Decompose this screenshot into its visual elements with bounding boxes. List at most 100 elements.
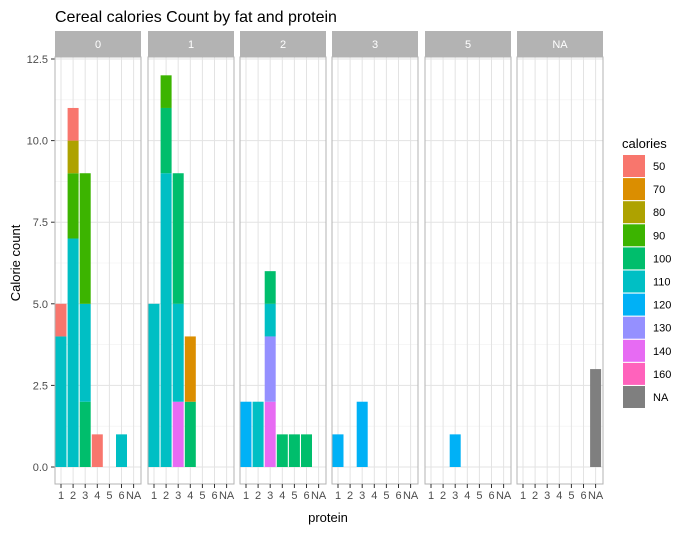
panel-border [54, 56, 142, 485]
bar-segment [264, 271, 276, 304]
legend-swatch-70 [623, 178, 645, 201]
facet-strip [425, 31, 511, 57]
x-tick-label: 3 [359, 490, 365, 502]
x-tick-label: 5 [199, 490, 205, 502]
legend-label: NA [653, 392, 669, 404]
facet-panel-na: NA1 2 3 4 5 6 NA [516, 31, 604, 502]
facet-strip [55, 31, 141, 57]
legend-swatch-140 [623, 339, 645, 362]
panel-border [516, 56, 604, 485]
x-tick-label: 2 [163, 490, 169, 502]
x-tick-label: 4 [279, 490, 285, 502]
x-tick-label: NA [219, 490, 235, 502]
bar-segment [160, 75, 172, 108]
x-tick-label: 5 [568, 490, 574, 502]
legend: calories 50 70 80 90 100 110 120 130 140 160 NA [622, 136, 671, 408]
x-tick-label: 5 [106, 490, 112, 502]
facet-strip [517, 31, 603, 57]
x-tick-label: 4 [371, 490, 377, 502]
y-tick-label: 0.0 [33, 462, 48, 474]
panel-border [239, 56, 327, 485]
legend-label: 120 [653, 300, 671, 312]
legend-title: calories [622, 136, 667, 151]
x-tick-label: 1 [335, 490, 341, 502]
y-axis: 0.0 2.5 5.0 7.5 10.0 12.5 [27, 54, 55, 474]
bar-segment [264, 303, 276, 337]
x-tick-label: 2 [347, 490, 353, 502]
bar-segment [240, 401, 252, 467]
x-tick-label: 3 [175, 490, 181, 502]
legend-label: 110 [653, 277, 671, 289]
facet-strip-label: NA [552, 39, 568, 51]
y-axis-title: Calorie count [8, 224, 23, 301]
legend-label: 70 [653, 184, 665, 196]
legend-swatch-na [623, 386, 645, 408]
x-tick-label: 3 [82, 490, 88, 502]
x-tick-label: 1 [520, 490, 526, 502]
x-tick-label: 1 [58, 490, 64, 502]
bar-segment [172, 303, 184, 402]
panel-border [424, 56, 512, 485]
x-tick-label: 3 [267, 490, 273, 502]
x-tick-label: 5 [476, 490, 482, 502]
bar-segment [67, 107, 79, 141]
legend-label: 90 [653, 230, 665, 242]
bar-segment [184, 336, 196, 402]
panel-border [331, 56, 419, 485]
bar-segment [79, 303, 91, 402]
panel-background [332, 57, 418, 484]
legend-swatch-100 [623, 247, 645, 270]
bar-segment [172, 173, 184, 304]
facet-strip [148, 31, 234, 57]
bar-segment [288, 434, 300, 467]
legend-swatch-50 [623, 155, 645, 177]
legend-label: 80 [653, 207, 665, 219]
x-tick-label: 2 [255, 490, 261, 502]
facet-panel-1: 11 2 3 4 5 6 NA [147, 31, 235, 502]
facet-panel-2: 21 2 3 4 5 6 NA [239, 31, 327, 502]
bar-segment [79, 173, 91, 304]
x-tick-label: 2 [532, 490, 538, 502]
bar-segment [116, 434, 127, 467]
legend-swatch-160 [623, 362, 645, 385]
x-tick-label: NA [311, 490, 327, 502]
bar-segment [264, 336, 276, 402]
facet-strip-label: 2 [280, 39, 286, 51]
legend-label: 140 [653, 346, 671, 358]
y-tick-label: 12.5 [27, 54, 48, 66]
legend-swatch-110 [623, 270, 645, 293]
x-tick-label: 2 [70, 490, 76, 502]
panel-background [425, 57, 511, 484]
x-tick-label: 6 [118, 490, 124, 502]
panel-border [147, 56, 235, 485]
x-tick-label: NA [496, 490, 512, 502]
chart-title: Cereal calories Count by fat and protein [55, 9, 337, 26]
legend-label: 100 [653, 253, 671, 265]
y-tick-label: 10.0 [27, 136, 48, 148]
x-tick-label: 1 [151, 490, 157, 502]
x-tick-label: 6 [211, 490, 217, 502]
legend-label: 130 [653, 323, 671, 335]
x-tick-label: NA [588, 490, 604, 502]
bar-segment [184, 401, 196, 467]
bar-segment [67, 173, 79, 239]
bar-segment [356, 401, 368, 467]
bar-segment [79, 401, 91, 467]
facet-panel-5: 51 2 3 4 5 6 NA [424, 31, 512, 502]
facet-strip-label: 5 [465, 39, 471, 51]
x-tick-label: 3 [452, 490, 458, 502]
facet-strip [240, 31, 326, 57]
facet-panel-0: 0 1 2 3 4 5 6 NA [54, 31, 142, 502]
x-tick-label: 2 [440, 490, 446, 502]
panel-background [517, 57, 603, 484]
legend-swatch-90 [623, 224, 645, 247]
legend-label: 50 [653, 161, 665, 173]
x-tick-label: NA [126, 490, 142, 502]
facet-strip-label: 0 [95, 39, 101, 51]
bar-segment [55, 336, 67, 467]
facet-strip [332, 31, 418, 57]
x-tick-label: 6 [580, 490, 586, 502]
legend-swatch-130 [623, 316, 645, 339]
x-axis-title: protein [308, 510, 348, 525]
